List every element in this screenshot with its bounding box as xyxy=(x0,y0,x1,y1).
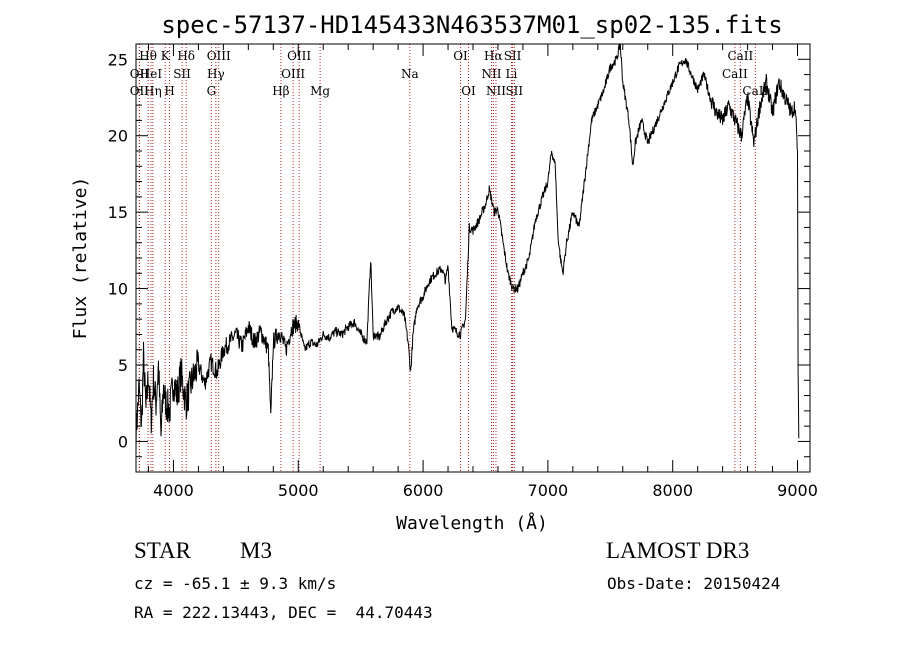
x-tick-label-2: 6000 xyxy=(403,481,444,500)
sky-coordinates: RA = 222.13443, DEC = 44.70443 xyxy=(134,603,433,622)
object-class: STAR xyxy=(134,538,191,563)
y-tick-label-5: 25 xyxy=(108,50,128,69)
line-label-17: OI xyxy=(453,49,468,63)
line-label-12: OIII xyxy=(287,49,311,63)
line-label-8: SII xyxy=(173,67,191,81)
line-label-6: H xyxy=(164,84,174,98)
line-label-9: OIII xyxy=(207,49,231,63)
line-label-27: CaII xyxy=(742,84,768,98)
x-tick-label-0: 4000 xyxy=(153,481,194,500)
line-label-14: Hβ xyxy=(272,84,289,98)
y-tick-label-1: 5 xyxy=(118,356,128,375)
line-label-2: OII xyxy=(130,84,150,98)
line-label-26: CaII xyxy=(722,67,748,81)
line-label-13: OIII xyxy=(281,67,305,81)
y-tick-label-4: 20 xyxy=(108,127,128,146)
y-tick-label-2: 10 xyxy=(108,280,128,299)
plot-frame xyxy=(135,43,811,473)
y-axis-ticks: 0 5 10 15 20 25 xyxy=(108,43,810,458)
line-label-24: SII xyxy=(505,84,523,98)
line-label-4: Hη xyxy=(144,84,162,98)
line-label-0: Hθ xyxy=(139,49,157,63)
y-tick-label-3: 15 xyxy=(108,203,128,222)
x-axis-label: Wavelength (Å) xyxy=(396,512,548,534)
line-label-5: K xyxy=(161,49,171,63)
line-label-19: Hα xyxy=(484,49,503,63)
line-label-11: G xyxy=(207,84,217,98)
x-tick-label-5: 9000 xyxy=(777,481,818,500)
survey-name: LAMOST DR3 xyxy=(606,538,750,563)
x-tick-label-1: 5000 xyxy=(278,481,319,500)
line-label-21: NII xyxy=(486,84,506,98)
line-label-16: Na xyxy=(401,67,419,81)
line-label-1: OII xyxy=(130,67,150,81)
line-label-18: OI xyxy=(461,84,476,98)
object-subclass: M3 xyxy=(240,538,272,563)
line-label-3: HeI xyxy=(140,67,163,81)
chart-title: spec-57137-HD145433N463537M01_sp02-135.f… xyxy=(161,11,782,39)
spectrum-series-line xyxy=(135,43,800,453)
y-tick-label-0: 0 xyxy=(118,432,128,451)
x-tick-label-4: 8000 xyxy=(652,481,693,500)
line-label-10: Hγ xyxy=(207,67,225,81)
y-axis-label: Flux (relative) xyxy=(70,177,91,340)
line-label-25: CaII xyxy=(727,49,753,63)
emission-line-markers xyxy=(138,44,756,472)
redshift-velocity: cz = -65.1 ± 9.3 km/s xyxy=(134,574,337,593)
observation-date: Obs-Date: 20150424 xyxy=(607,574,781,593)
line-label-20: NII xyxy=(481,67,501,81)
line-label-23: Li xyxy=(506,67,518,81)
x-axis-ticks: 4000 5000 6000 7000 8000 9000 xyxy=(147,44,818,500)
line-label-7: Hδ xyxy=(177,49,195,63)
x-tick-label-3: 7000 xyxy=(528,481,569,500)
line-label-15: Mg xyxy=(310,84,330,98)
line-label-22: SII xyxy=(504,49,522,63)
